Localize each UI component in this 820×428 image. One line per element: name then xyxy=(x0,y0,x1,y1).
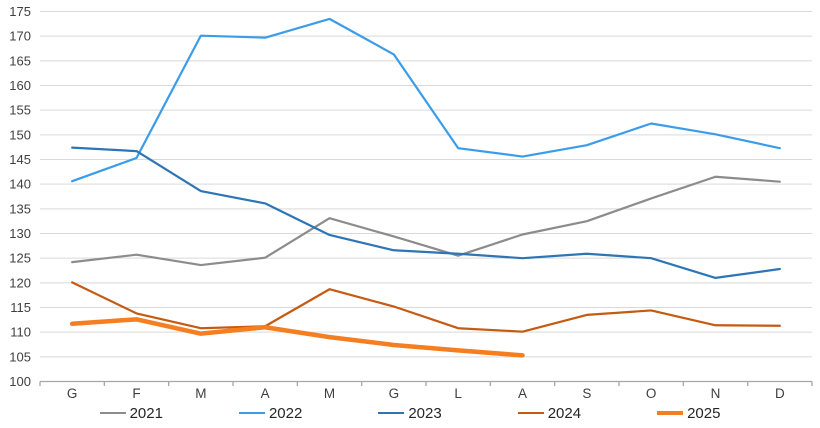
legend-item-2025: 2025 xyxy=(657,405,720,422)
legend-item-2024: 2024 xyxy=(517,404,582,422)
legend-swatch-2021 xyxy=(99,411,126,415)
y-axis-tick-label: 165 xyxy=(9,53,31,68)
x-axis-month-label: G xyxy=(389,386,400,400)
x-axis-month-label: O xyxy=(646,386,657,400)
y-axis-tick-label: 110 xyxy=(10,325,31,340)
series-line-2021 xyxy=(71,175,781,267)
legend-swatch-2025 xyxy=(657,410,684,416)
y-axis-tick-label: 120 xyxy=(9,275,31,290)
legend-label: 2023 xyxy=(408,404,442,422)
y-axis-tick-label: 150 xyxy=(9,127,31,142)
legend-swatch-2024 xyxy=(517,411,544,415)
x-axis-month-label: G xyxy=(67,386,78,400)
y-axis-tick-label: 125 xyxy=(9,251,31,266)
y-axis-tick-label: 155 xyxy=(9,103,31,118)
x-axis-month-label: M xyxy=(195,386,206,400)
y-axis-tick-label: 130 xyxy=(9,226,31,241)
x-axis-month-label: A xyxy=(261,386,270,400)
x-axis-month-label: N xyxy=(711,386,721,400)
series-line-2024 xyxy=(71,281,781,333)
x-axis-month-label: A xyxy=(518,386,527,400)
legend-item-2021: 2021 xyxy=(99,404,163,422)
legend-swatch-2022 xyxy=(238,411,265,415)
series-line-2025 xyxy=(69,317,525,358)
x-axis-month-label: D xyxy=(775,386,785,400)
series-line-2023 xyxy=(71,146,781,279)
legend-label: 2021 xyxy=(129,404,163,422)
y-axis-tick-label: 115 xyxy=(10,300,31,315)
y-axis-tick-label: 145 xyxy=(9,152,31,167)
x-axis-month-label: F xyxy=(132,386,140,400)
legend-label: 2024 xyxy=(547,404,582,422)
x-axis-month-label: S xyxy=(582,386,591,400)
y-axis-tick-label: 175 xyxy=(9,4,31,19)
y-axis-tick-label: 100 xyxy=(9,374,31,389)
y-axis-tick-label: 170 xyxy=(9,29,31,44)
legend-item-2023: 2023 xyxy=(378,404,442,422)
series-line-2022 xyxy=(71,17,781,183)
y-axis-tick-label: 135 xyxy=(9,201,31,216)
legend-label: 2022 xyxy=(268,404,303,422)
legend-swatch-2023 xyxy=(378,411,405,415)
legend-label: 2025 xyxy=(687,404,721,422)
x-axis-month-label: L xyxy=(454,386,462,400)
chart-legend: 2021 2022 2023 2024 2025 xyxy=(0,400,820,426)
y-axis-tick-label: 105 xyxy=(9,349,31,364)
y-axis-tick-label: 160 xyxy=(9,78,31,93)
chart-canvas: 100 105 110 115 120 125 130 135 140 145 150 155 160 1… xyxy=(9,4,813,400)
legend-item-2022: 2022 xyxy=(238,404,303,422)
x-axis-month-label: M xyxy=(324,386,335,400)
y-axis-tick-label: 140 xyxy=(9,177,31,192)
